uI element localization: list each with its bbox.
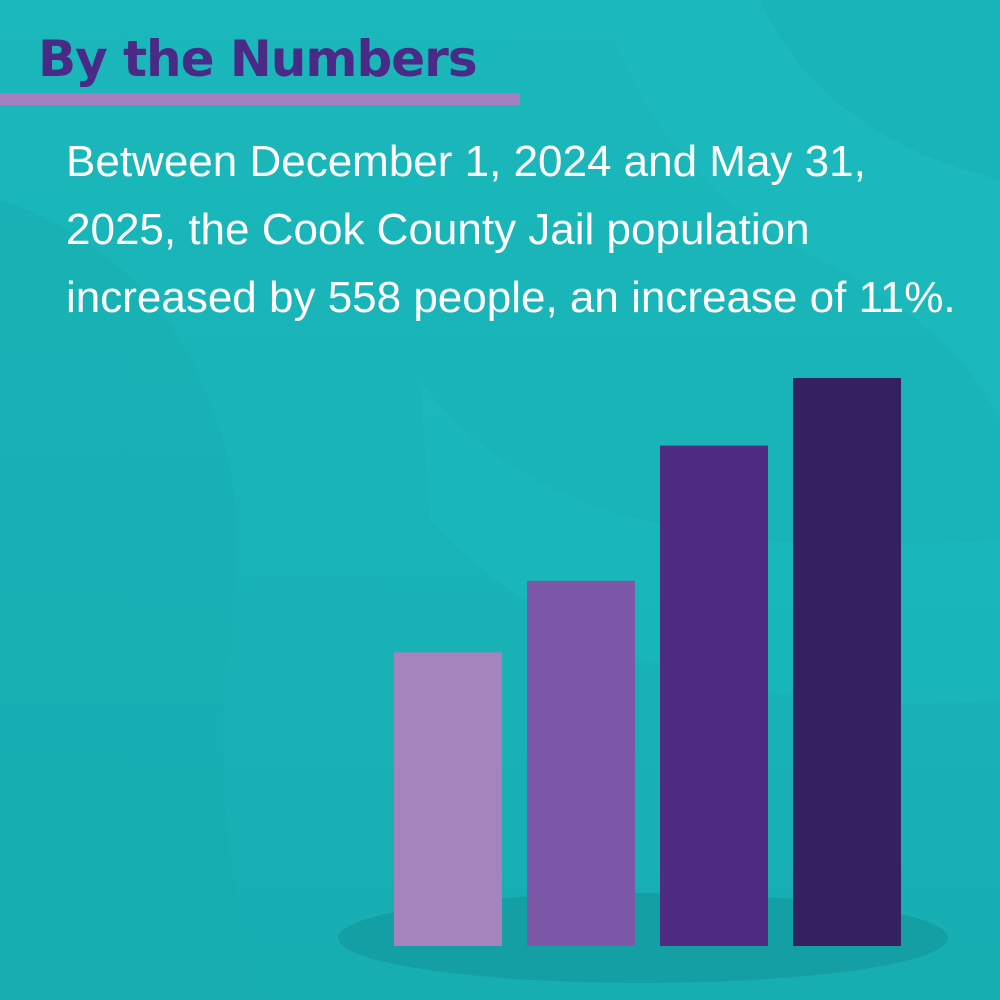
page-title: By the Numbers — [38, 30, 478, 88]
bar-4 — [793, 378, 901, 946]
bars-group — [394, 378, 901, 946]
bar-3 — [660, 445, 768, 946]
statistic-statement: Between December 1, 2024 and May 31, 202… — [66, 137, 956, 322]
title-underline — [0, 93, 520, 105]
bar-2 — [527, 580, 635, 946]
bar-1 — [394, 652, 502, 946]
